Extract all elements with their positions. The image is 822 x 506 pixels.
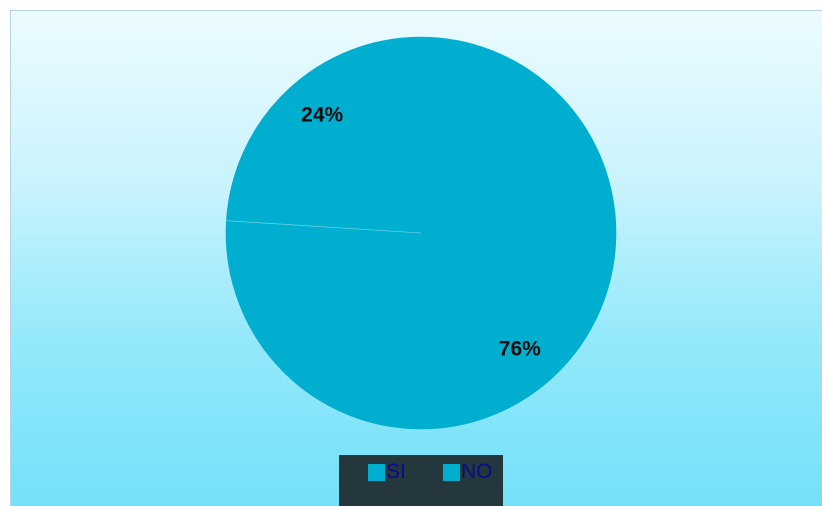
pie-slice-no bbox=[225, 36, 617, 430]
data-label-si: 24% bbox=[301, 103, 343, 126]
legend-item-no: NO bbox=[443, 459, 493, 485]
legend-item-si: SI bbox=[368, 459, 406, 485]
pie-slice-seam bbox=[226, 220, 422, 234]
legend-swatch-si bbox=[368, 463, 385, 481]
pie-slice-si bbox=[226, 36, 422, 234]
pie-data-labels: 24% 76% bbox=[301, 103, 541, 360]
legend-label-no: NO bbox=[461, 460, 493, 483]
legend: SI NO bbox=[339, 455, 503, 506]
pie-slices bbox=[225, 36, 617, 430]
legend-label-si: SI bbox=[386, 460, 406, 483]
legend-swatch-no bbox=[443, 463, 460, 481]
data-label-no: 76% bbox=[499, 338, 541, 361]
